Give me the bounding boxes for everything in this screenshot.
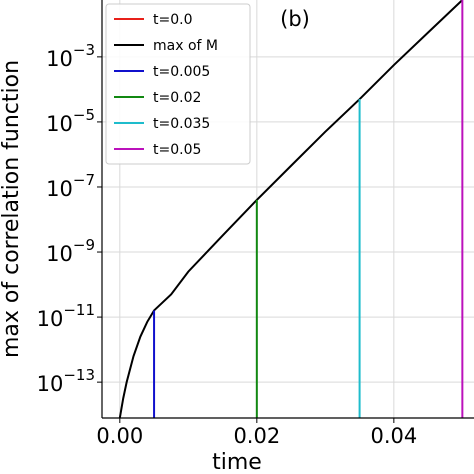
x-axis-label: time bbox=[212, 450, 262, 474]
y-tick-label: 10−3 bbox=[46, 40, 95, 71]
annotation: (b) bbox=[280, 7, 310, 31]
x-tick-label: 0.02 bbox=[233, 424, 280, 448]
x-tick-label: 0.04 bbox=[370, 424, 417, 448]
legend: t=0.0 max of M t=0.005 t=0.02 t=0.035 t=0.05 bbox=[105, 3, 251, 165]
x-tick-label: 0.00 bbox=[96, 424, 143, 448]
y-axis-label: max of correlation function bbox=[0, 60, 24, 358]
y-tick-label: 10−9 bbox=[46, 236, 95, 267]
legend-label: t=0.0 bbox=[153, 12, 192, 28]
y-tick-label: 10−7 bbox=[46, 170, 95, 201]
legend-label: t=0.005 bbox=[153, 64, 210, 80]
y-tick-label: 10−13 bbox=[37, 366, 95, 397]
line bbox=[118, 0, 464, 418]
legend-label: t=0.05 bbox=[153, 142, 201, 158]
plot-area bbox=[118, 0, 464, 418]
y-tick-label: 10−11 bbox=[37, 301, 95, 332]
legend-label: t=0.02 bbox=[153, 90, 201, 106]
legend-label: t=0.035 bbox=[153, 116, 210, 132]
legend-box bbox=[105, 3, 251, 165]
y-tick-label: 10−5 bbox=[46, 105, 95, 135]
grid bbox=[102, 0, 474, 418]
legend-label: max of M bbox=[153, 38, 218, 54]
